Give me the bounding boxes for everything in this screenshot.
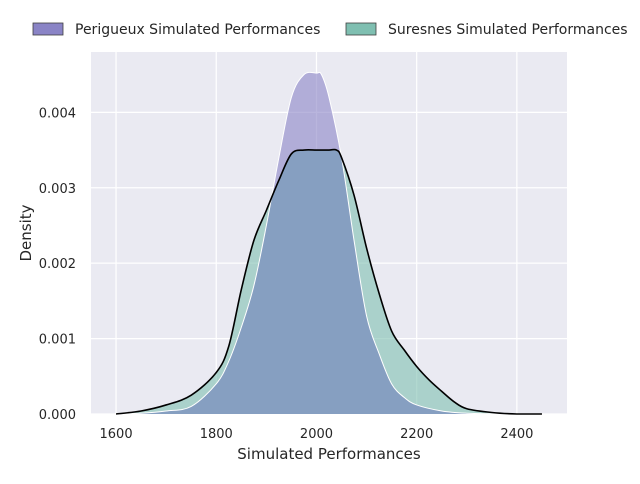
- density-line-perigueux: [116, 71, 542, 415]
- legend-label-perigueux: Perigueux Simulated Performances: [75, 22, 320, 38]
- tick-labels: 1600 1800 2000 2200 2400 0.000 0.001 0.002 0.003…: [39, 106, 534, 442]
- x-tick-label: 2400: [500, 427, 533, 442]
- x-tick-label: 2200: [400, 427, 433, 442]
- legend: Perigueux Simulated Performances Suresne…: [32, 22, 628, 38]
- density-overlap: [116, 149, 542, 414]
- legend-swatch-perigueux: [32, 22, 64, 36]
- x-axis-label: Simulated Performances: [237, 445, 421, 463]
- y-axis-label: Density: [17, 204, 35, 261]
- y-tick-label: 0.002: [39, 257, 76, 272]
- y-tick-label: 0.003: [39, 182, 76, 197]
- y-tick-label: 0.000: [39, 408, 76, 423]
- series-areas: [115, 71, 542, 415]
- y-tick-label: 0.004: [39, 106, 76, 121]
- x-tick-label: 2000: [300, 427, 333, 442]
- density-line-suresnes: [115, 148, 542, 415]
- x-tick-label: 1600: [100, 427, 133, 442]
- legend-label-suresnes: Suresnes Simulated Performances: [388, 22, 628, 38]
- x-tick-label: 1800: [200, 427, 233, 442]
- y-tick-label: 0.001: [39, 333, 76, 348]
- legend-swatch-suresnes: [345, 22, 377, 36]
